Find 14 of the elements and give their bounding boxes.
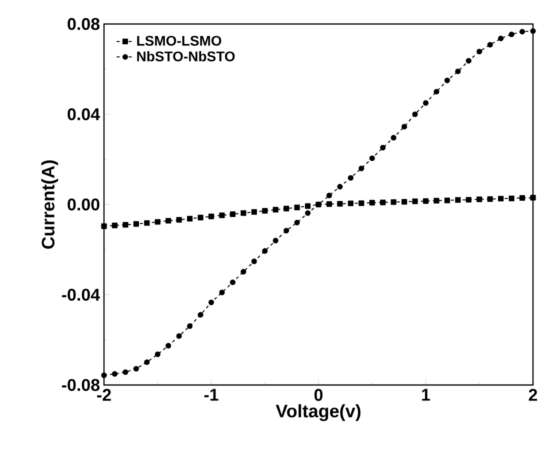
y-tick-label: -0.08 — [62, 378, 100, 392]
y-tick-label: 0.00 — [68, 198, 100, 211]
x-tick-label: 1 — [422, 388, 430, 401]
x-tick-label: -1 — [204, 388, 218, 401]
x-axis-title: Voltage(v) — [276, 404, 360, 422]
x-tick-label: 0 — [314, 388, 323, 401]
x-tick-label: 2 — [528, 388, 538, 401]
y-tick-label: -0.04 — [62, 288, 100, 301]
y-tick-label: 0.04 — [68, 108, 100, 120]
y-tick-label: 0.08 — [68, 18, 100, 30]
legend-label: NbSTO-NbSTO — [137, 51, 235, 62]
x-tick-label: -2 — [97, 388, 111, 401]
legend-label: LSMO-LSMO — [137, 36, 222, 46]
y-axis-title: Current(A) — [41, 160, 58, 249]
